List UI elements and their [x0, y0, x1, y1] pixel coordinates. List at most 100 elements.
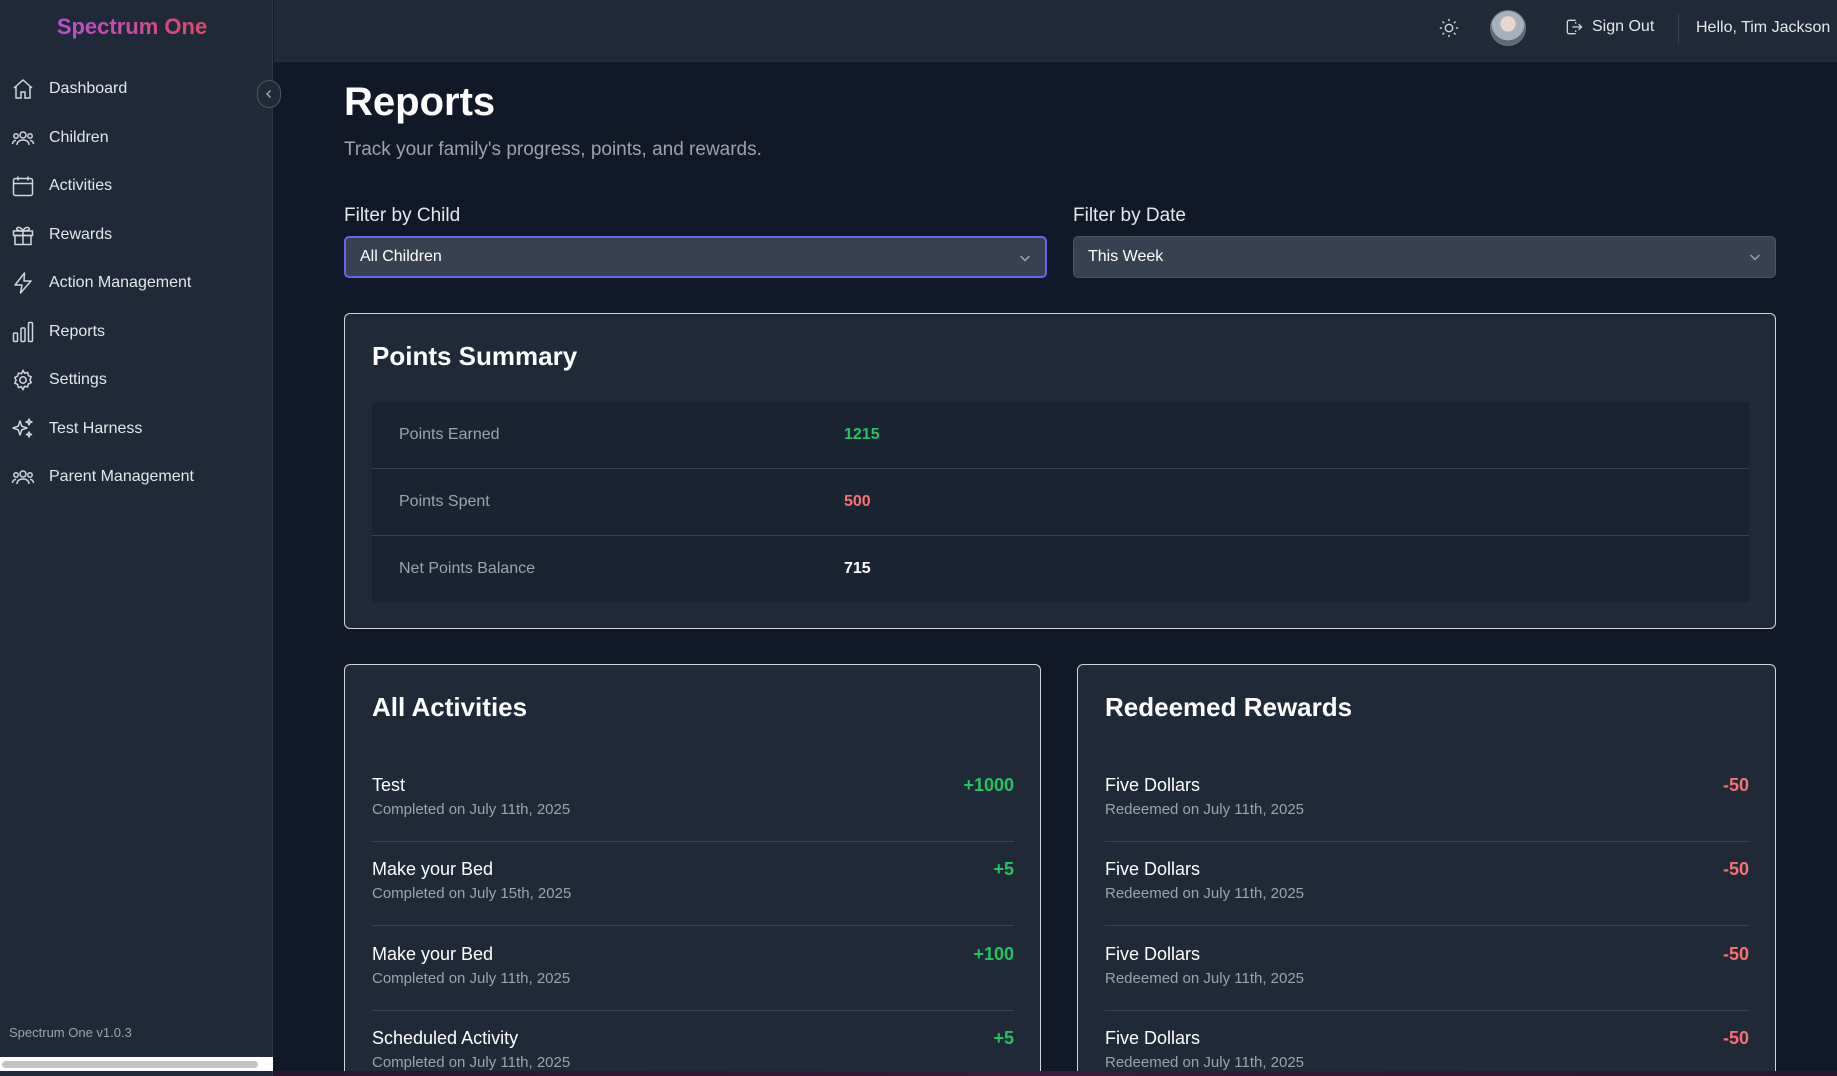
rewards-title: Redeemed Rewards: [1105, 692, 1353, 722]
summary-label: Net Points Balance: [399, 560, 536, 577]
list-divider: [1105, 1010, 1749, 1011]
horizontal-scrollbar[interactable]: [0, 1057, 273, 1071]
app-version: Spectrum One v1.0.3: [9, 1025, 132, 1040]
filter-child-select[interactable]: All Children: [344, 236, 1047, 278]
rewards-card: Redeemed Rewards Five Dollars Redeemed o…: [1077, 664, 1776, 1076]
scrollbar-thumb[interactable]: [2, 1061, 258, 1068]
sidebar-nav: Dashboard Children Activities Rewards Ac…: [0, 65, 273, 502]
reward-points: -50: [1722, 859, 1749, 879]
chevron-left-icon: [265, 89, 272, 99]
sign-out-label: Sign Out: [1592, 18, 1655, 35]
sidebar-item-rewards[interactable]: Rewards: [0, 211, 273, 260]
theme-toggle-button[interactable]: [1438, 17, 1460, 39]
sidebar-item-label: Test Harness: [49, 419, 143, 437]
gear-icon: [13, 369, 33, 392]
page-title: Reports: [344, 80, 496, 124]
chevron-down-icon: [1019, 255, 1031, 262]
sign-out-button[interactable]: Sign Out: [1564, 17, 1654, 37]
sidebar-item-children[interactable]: Children: [0, 114, 273, 163]
sun-icon: [1439, 18, 1459, 38]
summary-row-earned: Points Earned 1215: [372, 402, 1749, 468]
users-icon: [11, 131, 35, 145]
sidebar-item-label: Reports: [49, 322, 106, 340]
activity-name: Test: [372, 775, 406, 795]
home-icon: [13, 79, 33, 99]
list-item: Scheduled Activity Completed on July 11t…: [372, 1028, 1014, 1076]
bottom-edge: [274, 1071, 1837, 1076]
activity-date: Completed on July 11th, 2025: [372, 801, 571, 818]
summary-value-spent: 500: [844, 493, 871, 510]
reward-date: Redeemed on July 11th, 2025: [1105, 885, 1305, 902]
activity-points: +5: [993, 859, 1014, 879]
summary-value-net: 715: [844, 560, 871, 577]
sidebar-item-parent-management[interactable]: Parent Management: [0, 453, 273, 502]
summary-label: Points Spent: [399, 493, 490, 510]
points-summary-card: Points Summary Points Earned 1215 Points…: [344, 313, 1776, 629]
list-item: Five Dollars Redeemed on July 11th, 2025…: [1105, 1028, 1749, 1076]
lightning-icon: [14, 272, 32, 294]
summary-row-net: Net Points Balance 715: [372, 536, 1749, 602]
summary-divider: [372, 535, 1749, 536]
sparkles-icon: [12, 418, 33, 438]
gift-icon: [12, 226, 34, 245]
page-subtitle: Track your family's progress, points, an…: [344, 139, 762, 160]
sidebar-item-label: Rewards: [49, 225, 113, 243]
summary-value-earned: 1215: [844, 426, 880, 443]
list-divider: [1105, 925, 1749, 926]
avatar[interactable]: [1490, 10, 1526, 46]
list-item: Make your Bed Completed on July 15th, 20…: [372, 859, 1014, 943]
sidebar-item-settings[interactable]: Settings: [0, 356, 273, 405]
sidebar-item-label: Action Management: [49, 274, 192, 292]
summary-label: Points Earned: [399, 426, 500, 443]
sidebar-item-label: Dashboard: [49, 80, 128, 98]
sidebar: Spectrum One Dashboard Children Activiti…: [0, 0, 273, 1076]
list-item: Five Dollars Redeemed on July 11th, 2025…: [1105, 859, 1749, 943]
activity-date: Completed on July 11th, 2025: [372, 1054, 571, 1071]
sidebar-item-dashboard[interactable]: Dashboard: [0, 65, 273, 114]
top-header: Sign Out Hello, Tim Jackson: [274, 0, 1837, 62]
collapse-sidebar-button[interactable]: [257, 80, 281, 108]
sidebar-item-label: Settings: [49, 371, 107, 389]
reward-date: Redeemed on July 11th, 2025: [1105, 1054, 1305, 1071]
reward-points: -50: [1722, 944, 1749, 964]
reward-name: Five Dollars: [1105, 775, 1201, 795]
sidebar-item-label: Parent Management: [49, 468, 194, 486]
reward-name: Five Dollars: [1105, 944, 1201, 964]
reward-name: Five Dollars: [1105, 1028, 1201, 1048]
filter-date-value: This Week: [1088, 248, 1164, 265]
brand-logo[interactable]: Spectrum One: [0, 14, 264, 40]
activities-card: All Activities Test Completed on July 11…: [344, 664, 1041, 1076]
summary-divider: [372, 468, 1749, 469]
list-divider: [1105, 841, 1749, 842]
activity-name: Make your Bed: [372, 859, 494, 879]
activity-date: Completed on July 11th, 2025: [372, 970, 571, 987]
list-item: Make your Bed Completed on July 11th, 20…: [372, 944, 1014, 1028]
activity-name: Make your Bed: [372, 944, 494, 964]
filter-date-select[interactable]: This Week: [1073, 236, 1776, 278]
sidebar-item-activities[interactable]: Activities: [0, 162, 273, 211]
activity-name: Scheduled Activity: [372, 1028, 519, 1048]
reward-points: -50: [1722, 775, 1749, 795]
reward-name: Five Dollars: [1105, 859, 1201, 879]
filter-child-label: Filter by Child: [344, 205, 461, 226]
bar-chart-icon: [12, 321, 34, 342]
list-divider: [372, 925, 1014, 926]
sign-out-icon: [1566, 19, 1583, 35]
sidebar-item-action-management[interactable]: Action Management: [0, 259, 273, 308]
reward-date: Redeemed on July 11th, 2025: [1105, 801, 1305, 818]
activity-points: +1000: [963, 775, 1014, 795]
activity-points: +100: [973, 944, 1014, 964]
filter-child-value: All Children: [360, 248, 442, 265]
calendar-icon: [12, 176, 34, 197]
activity-date: Completed on July 15th, 2025: [372, 885, 572, 902]
list-item: Five Dollars Redeemed on July 11th, 2025…: [1105, 944, 1749, 1028]
users-icon: [11, 470, 35, 485]
list-item: Test Completed on July 11th, 2025 +1000: [372, 775, 1014, 859]
activity-points: +5: [993, 1028, 1014, 1048]
sidebar-item-label: Activities: [49, 177, 113, 195]
list-divider: [372, 841, 1014, 842]
filter-date-label: Filter by Date: [1073, 205, 1186, 226]
sidebar-item-test-harness[interactable]: Test Harness: [0, 405, 273, 454]
sidebar-item-reports[interactable]: Reports: [0, 308, 273, 357]
list-divider: [372, 1010, 1014, 1011]
